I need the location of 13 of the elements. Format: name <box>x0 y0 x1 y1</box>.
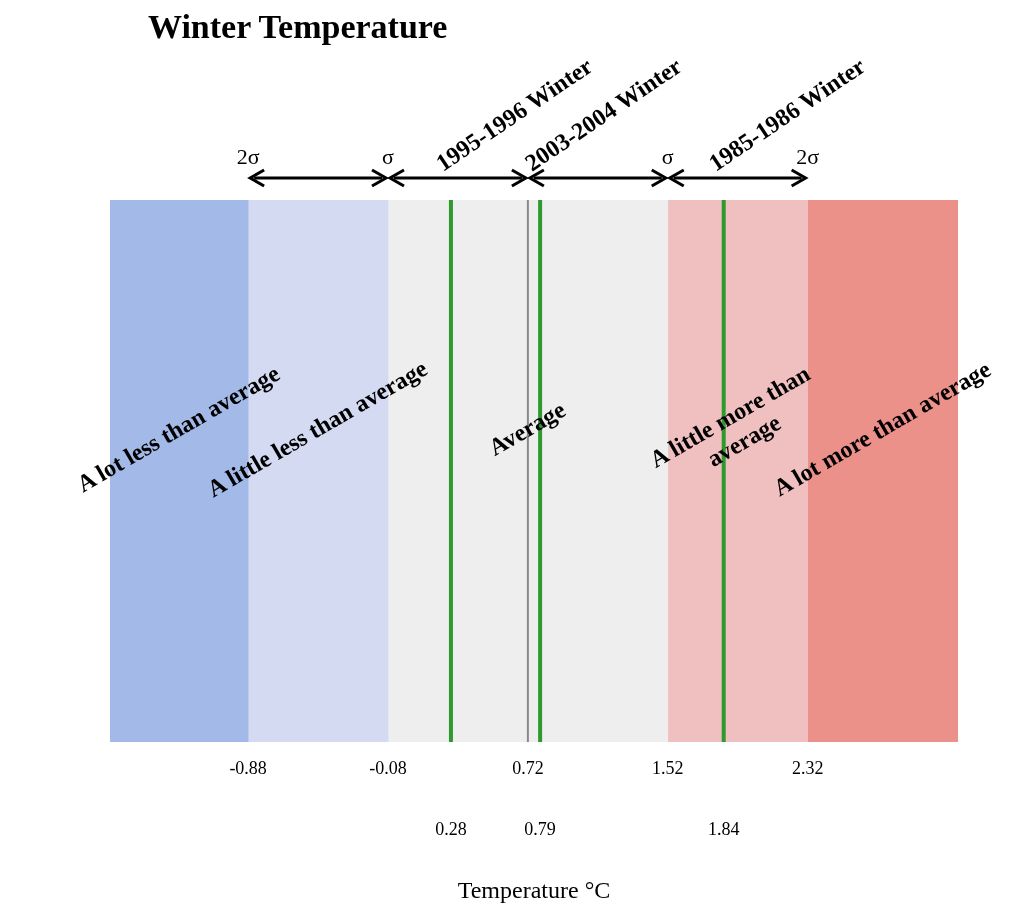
text: Winter Temperature <box>148 7 448 45</box>
x-axis-title: Temperature °C <box>457 876 611 903</box>
x2-tick-label: 0.28 <box>435 819 467 840</box>
x-tick-label: 1.52 <box>652 757 684 778</box>
x2-tick-label: 1.84 <box>707 819 740 840</box>
x-tick-label: -0.08 <box>369 757 407 778</box>
annotation: 2σ <box>236 144 260 169</box>
annotation: σ <box>661 144 674 169</box>
x-tick-label: 0.72 <box>512 757 544 778</box>
annotation: σ <box>382 144 395 169</box>
x2-tick-label: 0.79 <box>524 819 556 840</box>
x-tick-label: -0.88 <box>229 757 267 778</box>
x-tick-label: 2.32 <box>791 757 824 778</box>
